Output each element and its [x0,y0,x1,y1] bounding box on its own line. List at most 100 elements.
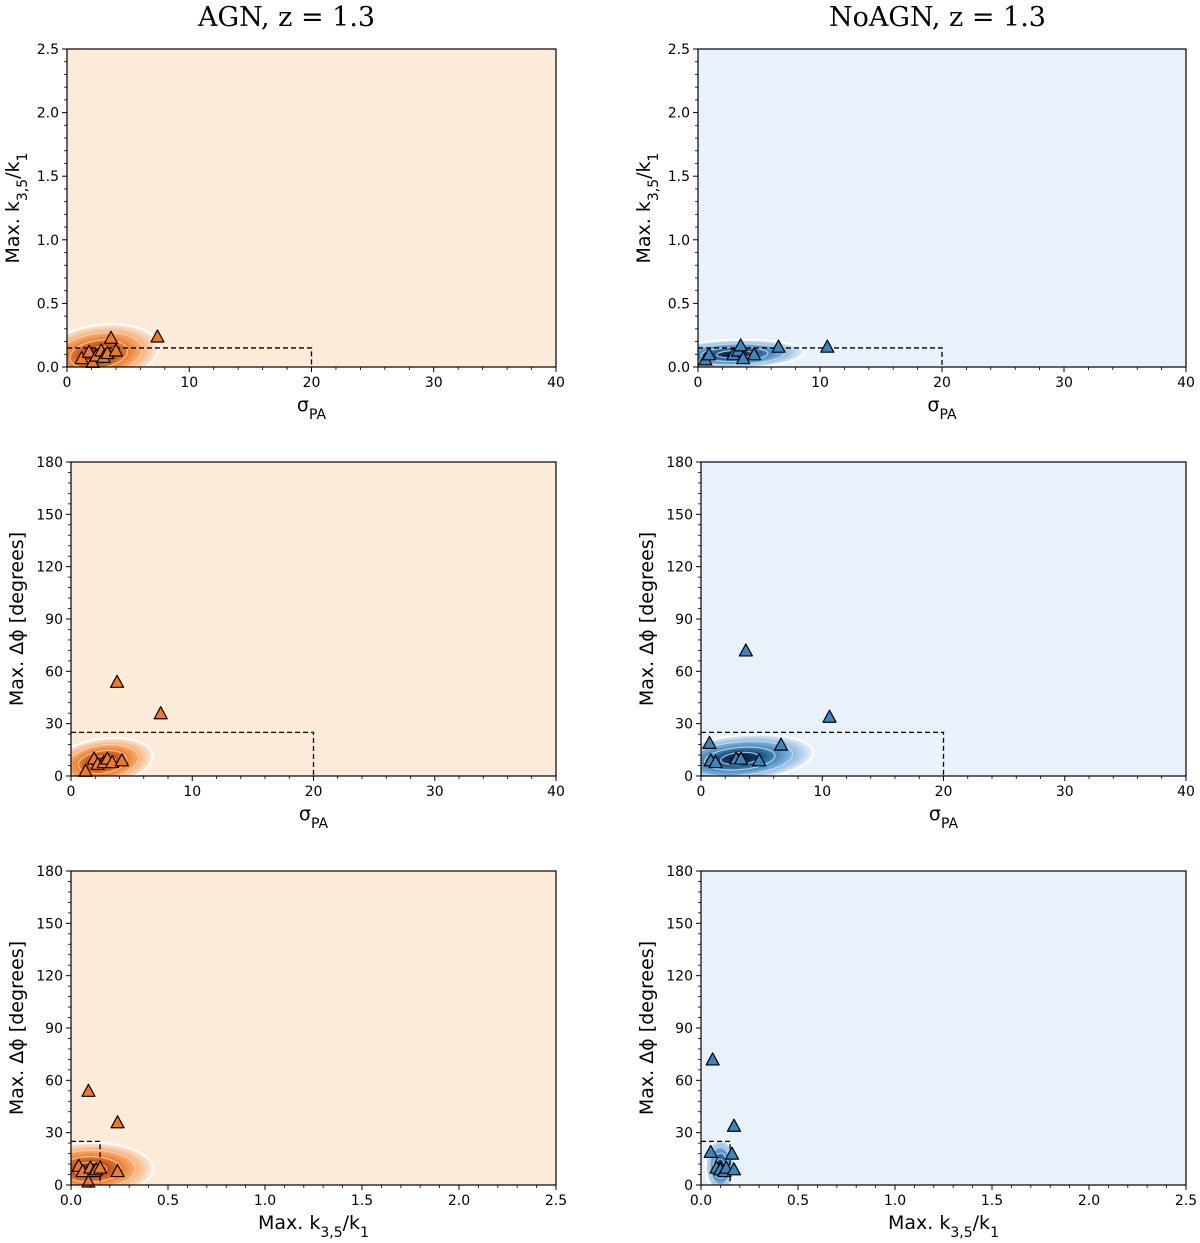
y-tick-label: 2.5 [37,42,59,58]
x-tick-label: 1.0 [884,1193,906,1209]
density-contour [703,746,776,771]
data-point [733,751,749,765]
data-point [153,706,168,720]
x-tick-label: 20 [303,375,321,391]
data-point [103,330,119,344]
markers [703,1052,742,1178]
x-tick-label: 20 [933,375,951,391]
data-point [726,1118,742,1132]
data-point [702,735,717,749]
y-tick-label: 0.5 [668,296,690,312]
data-point [81,344,97,358]
y-axis-label: Max. k3,5/k1 [2,153,31,264]
data-point [81,1083,96,1097]
y-tick-label: 150 [666,507,693,523]
y-tick-label: 60 [675,664,693,680]
data-point [820,339,835,353]
panel-agn_phi_vs_k: 0.0 0.5 1.0 1.5 2.0 2.5 0 30 60 90 120 150 180 Max. k… [6,864,567,1241]
data-point [752,753,767,767]
y-tick-label: 0 [54,769,63,785]
x-tick-label: 10 [180,375,198,391]
y-tick-label: 90 [675,1021,693,1037]
data-point [773,737,789,751]
y-tick-label: 2.5 [668,42,690,58]
density-contour [71,744,140,776]
data-point [747,347,762,361]
x-tick-label: 20 [935,784,953,800]
data-point [114,753,130,767]
data-point [822,709,837,723]
y-tick-label: 0 [684,1178,693,1194]
x-axis-label: Max. k3,5/k1 [258,1212,369,1241]
markers [74,329,165,369]
panel-noagn_phi_vs_sigma: 0 10 20 30 40 0 30 60 90 120 150 180 σPA Max. Δϕ [deg… [636,455,1195,832]
y-axis-label: Max. k3,5/k1 [633,153,662,264]
data-point [110,1163,125,1178]
plot-background [71,871,556,1185]
x-tick-label: 30 [1055,375,1073,391]
plot-background [67,49,556,367]
density-contour [71,1149,137,1185]
x-tick-label: 20 [305,784,323,800]
y-tick-label: 150 [36,507,63,523]
plot-background [701,871,1186,1185]
x-tick-label: 2.0 [448,1193,470,1209]
x-tick-label: 0.5 [787,1193,809,1209]
x-tick-label: 1.0 [254,1193,276,1209]
y-tick-label: 120 [666,560,693,576]
x-tick-label: 0.0 [60,1193,82,1209]
x-tick-label: 40 [1177,375,1195,391]
y-tick-label: 150 [36,916,63,932]
y-tick-label: 30 [45,717,63,733]
threshold-line [701,731,945,776]
density-contour [71,736,154,776]
x-tick-label: 40 [1177,784,1195,800]
y-axis-label: Max. Δϕ [degrees] [636,532,658,706]
density-contour [701,740,794,776]
title-agn: AGN, z = 1.3 [198,2,376,33]
data-point [81,1174,96,1188]
y-tick-label: 150 [666,916,693,932]
markers [702,643,837,769]
markers [698,338,835,366]
x-tick-label: 40 [547,784,565,800]
y-tick-label: 1.5 [37,169,59,185]
threshold-line [71,731,315,776]
data-point [733,338,748,352]
y-tick-label: 0.0 [668,360,690,376]
plot-background [71,462,556,776]
panel-agn_k_vs_sigma: 0 10 20 30 40 0.0 0.5 1.0 1.5 2.0 2.5 σPA Max. k3,5/… [2,42,565,423]
y-tick-label: 180 [36,455,63,471]
y-tick-label: 1.5 [668,169,690,185]
y-axis-label: Max. Δϕ [degrees] [636,941,658,1115]
data-point [108,343,124,357]
x-tick-label: 0.5 [157,1193,179,1209]
y-tick-label: 90 [45,612,63,628]
y-tick-label: 120 [36,969,63,985]
x-tick-label: 0 [67,784,76,800]
x-tick-label: 2.0 [1078,1193,1100,1209]
x-tick-label: 10 [183,784,201,800]
x-tick-label: 30 [426,784,444,800]
x-axis-label: σPA [297,394,327,423]
y-tick-label: 30 [675,1126,693,1142]
density-contour [698,343,786,366]
data-point [109,674,125,688]
data-point [110,1115,125,1129]
data-point [736,350,751,365]
x-tick-label: 10 [813,784,831,800]
x-tick-label: 10 [811,375,829,391]
y-tick-label: 0.0 [37,360,59,376]
x-axis-label: σPA [929,803,959,832]
plot-background [698,49,1186,367]
y-tick-label: 180 [666,455,693,471]
y-tick-label: 60 [45,1073,63,1089]
threshold-line [67,347,313,367]
density-contour [69,339,129,367]
x-axis-label: Max. k3,5/k1 [888,1212,999,1241]
density-contour [67,323,160,367]
x-tick-label: 40 [547,375,565,391]
panel-noagn_phi_vs_k: 0.0 0.5 1.0 1.5 2.0 2.5 0 30 60 90 120 150 180 Max. k… [636,864,1197,1241]
x-tick-label: 0 [63,375,72,391]
data-point [738,643,753,657]
